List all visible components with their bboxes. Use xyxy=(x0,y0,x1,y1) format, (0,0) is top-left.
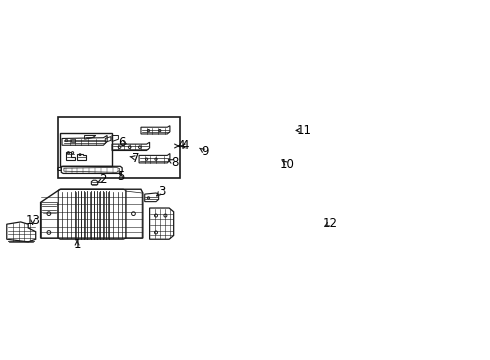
Text: 8: 8 xyxy=(171,156,178,170)
Bar xyxy=(57,117,180,178)
Text: 13: 13 xyxy=(25,213,40,226)
Text: 1: 1 xyxy=(74,238,81,251)
Bar xyxy=(60,133,112,166)
Text: 7: 7 xyxy=(132,152,140,165)
Text: 4: 4 xyxy=(177,139,185,153)
Text: 10: 10 xyxy=(280,158,295,171)
Text: 12: 12 xyxy=(323,217,338,230)
Text: 11: 11 xyxy=(296,124,311,137)
Text: 5: 5 xyxy=(117,170,125,183)
Text: 6: 6 xyxy=(119,136,126,149)
Text: 9: 9 xyxy=(201,145,209,158)
Text: 2: 2 xyxy=(99,173,107,186)
Text: 3: 3 xyxy=(158,185,165,198)
Text: 4: 4 xyxy=(182,139,189,153)
